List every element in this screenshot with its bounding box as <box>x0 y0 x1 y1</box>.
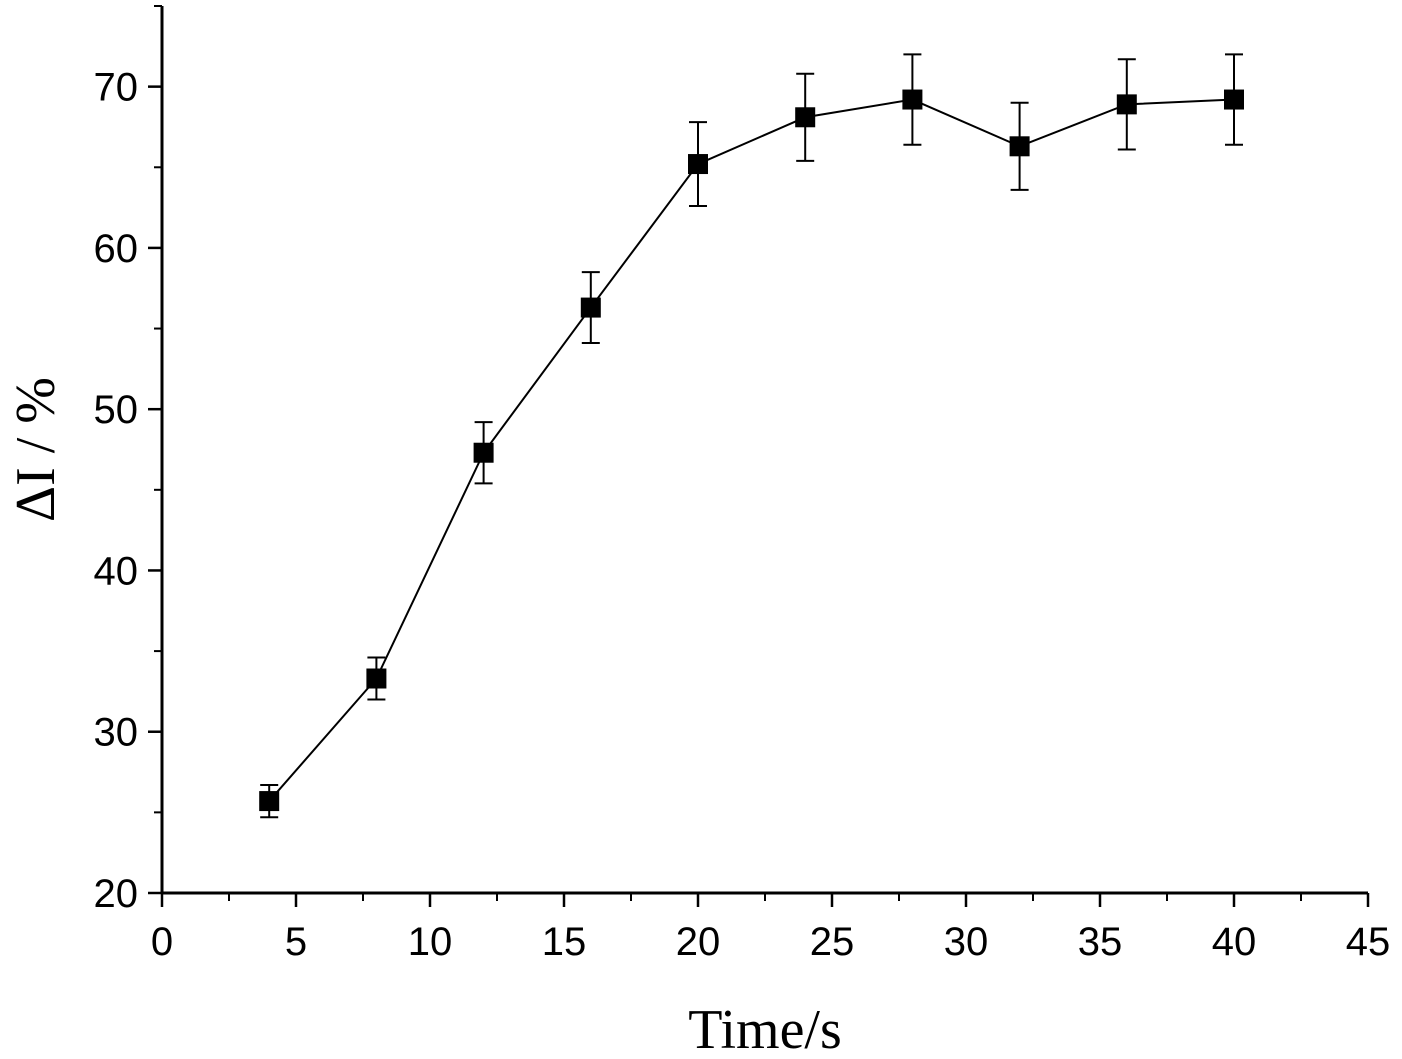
data-point <box>902 89 923 110</box>
data-point <box>1009 136 1030 157</box>
x-axis-title: Time/s <box>688 999 842 1059</box>
y-tick-label: 40 <box>94 549 139 593</box>
x-tick-label: 20 <box>676 920 721 964</box>
y-tick-label: 70 <box>94 66 139 110</box>
x-tick-label: 5 <box>285 920 307 964</box>
x-tick-label: 30 <box>944 920 989 964</box>
data-series <box>259 53 1244 819</box>
y-tick-label: 20 <box>94 872 139 916</box>
data-point <box>580 297 601 318</box>
x-tick-label: 0 <box>151 920 173 964</box>
data-point <box>473 442 494 463</box>
series-line <box>268 98 1235 802</box>
x-tick-label: 45 <box>1346 920 1391 964</box>
axes: 0 5 10 15 20 25 30 35 40 45 20 30 40 50 60 70 <box>94 5 1391 964</box>
data-point <box>366 668 387 689</box>
y-tick-label: 30 <box>94 711 139 755</box>
data-point <box>688 154 708 175</box>
x-tick-label: 10 <box>408 920 453 964</box>
x-tick-label: 15 <box>542 920 587 964</box>
x-tick-label: 35 <box>1078 920 1123 964</box>
y-tick-label: 60 <box>94 227 139 271</box>
data-point <box>1224 89 1244 110</box>
data-point <box>259 791 280 812</box>
data-point <box>795 107 816 128</box>
y-tick-label: 50 <box>94 388 139 432</box>
data-point <box>1116 94 1137 115</box>
y-axis-title: ΔI / % <box>5 377 67 522</box>
x-tick-label: 40 <box>1212 920 1257 964</box>
x-tick-label: 25 <box>810 920 855 964</box>
